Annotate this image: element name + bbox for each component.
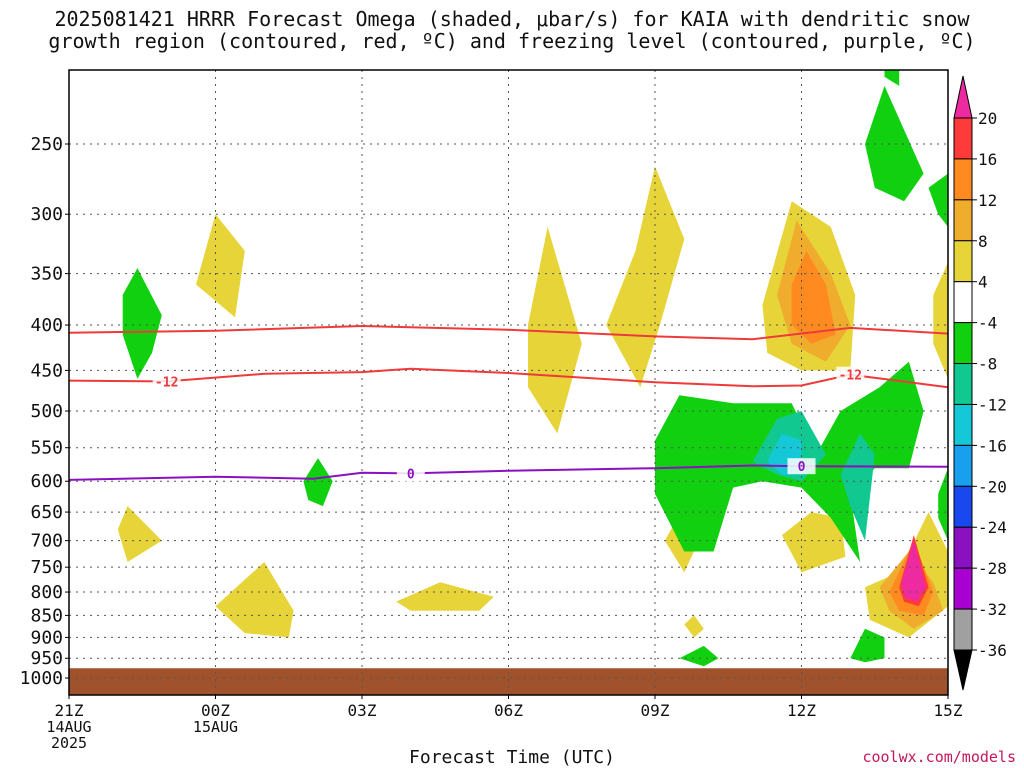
x-tick-label: 15AUG	[193, 718, 238, 736]
x-tick-label: 2025	[51, 734, 87, 752]
y-tick-label: 1000	[20, 668, 63, 689]
omega-region-7	[684, 615, 704, 638]
colorbar-box	[953, 485, 973, 528]
omega-region-18	[122, 268, 162, 379]
omega-region-2	[215, 562, 294, 638]
omega-region-1	[117, 506, 162, 562]
x-tick-label: 09Z	[641, 701, 670, 720]
x-tick-label: 21Z	[55, 701, 84, 720]
y-tick-label: 750	[30, 557, 63, 578]
x-tick-label: 15Z	[934, 701, 963, 720]
omega-region-24	[679, 645, 719, 667]
contour-label-bg	[152, 373, 181, 390]
omega-region-23	[850, 628, 885, 663]
x-tick-label: 14AUG	[46, 718, 91, 736]
omega-region-5	[606, 166, 685, 388]
omega-region-0	[196, 214, 245, 318]
colorbar-tick-label: -32	[978, 600, 1007, 619]
x-tick-label: 00Z	[201, 701, 230, 720]
y-tick-label: 550	[30, 438, 63, 459]
contour-label: 0	[798, 460, 806, 475]
contour-label: 0	[407, 467, 415, 482]
omega-region-28	[840, 433, 875, 541]
contour-label-bg	[396, 465, 425, 482]
x-tick-label: 03Z	[348, 701, 377, 720]
y-tick-label: 350	[30, 264, 63, 285]
y-tick-label: 250	[30, 134, 63, 155]
omega-region-11	[933, 262, 948, 379]
y-tick-label: 600	[30, 471, 63, 492]
colorbar-box	[953, 240, 973, 283]
colorbar-tick-label: -8	[978, 355, 997, 374]
y-tick-label: 500	[30, 401, 63, 422]
y-tick-label: 900	[30, 627, 63, 648]
colorbar-box	[953, 158, 973, 201]
y-tick-label: 850	[30, 605, 63, 626]
colorbar-top-arrow	[953, 75, 973, 119]
contour-line-0	[69, 324, 948, 341]
colorbar-box	[953, 281, 973, 324]
colorbar-tick-label: 16	[978, 150, 997, 169]
y-tick-label: 400	[30, 315, 63, 336]
contour-label-bg	[787, 458, 816, 475]
x-tick-label: 06Z	[494, 701, 523, 720]
plot-area: -12 -12 0 0	[69, 70, 948, 695]
colorbar-box	[953, 608, 973, 651]
omega-region-13	[791, 250, 836, 344]
colorbar-tick-label: -24	[978, 518, 1007, 537]
colorbar-box	[953, 117, 973, 160]
x-tick-label: 12Z	[787, 701, 816, 720]
colorbar-box	[953, 526, 973, 569]
y-tick-label: 950	[30, 648, 63, 669]
title-line: growth region (contoured, red, ºC) and f…	[48, 29, 976, 53]
y-tick-label: 700	[30, 531, 63, 552]
omega-region-3	[396, 582, 494, 611]
colorbar-box	[953, 322, 973, 365]
omega-region-17	[901, 540, 926, 602]
y-tick-label: 450	[30, 360, 63, 381]
omega-region-4	[528, 226, 582, 434]
colorbar-tick-label: 8	[978, 232, 988, 251]
contour-label-bg	[836, 366, 865, 383]
colorbar-tick-label: -20	[978, 477, 1007, 496]
colorbar-tick-label: 4	[978, 273, 988, 292]
y-tick-label: 300	[30, 204, 63, 225]
colorbar-box	[953, 444, 973, 487]
colorbar-tick-label: -12	[978, 395, 1007, 414]
colorbar-tick-label: 12	[978, 191, 997, 210]
omega-region-21	[865, 85, 924, 202]
chart-title: 2025081421 HRRR Forecast Omega (shaded, …	[0, 8, 1024, 52]
colorbar-box	[953, 567, 973, 610]
y-tick-label: 650	[30, 502, 63, 523]
y-tick-label: 800	[30, 582, 63, 603]
omega-region-26	[938, 468, 948, 541]
colorbar-tick-label: -36	[978, 641, 1007, 660]
contour-label: -12	[155, 375, 178, 390]
omega-region-22	[884, 70, 900, 86]
contour-label: -12	[839, 369, 862, 384]
colorbar-bottom-arrow	[953, 649, 973, 691]
omega-region-25	[928, 173, 948, 227]
title-line: 2025081421 HRRR Forecast Omega (shaded, …	[54, 7, 970, 31]
colorbar-tick-label: -28	[978, 559, 1007, 578]
colorbar-tick-label: 20	[978, 109, 997, 128]
contour-line-1	[69, 367, 948, 389]
omega-region-19	[303, 458, 333, 507]
credit-link[interactable]: coolwx.com/models	[862, 748, 1016, 766]
colorbar-box	[953, 363, 973, 405]
colorbar-tick-label: -4	[978, 314, 997, 333]
colorbar-box	[953, 199, 973, 242]
x-axis-label: Forecast Time (UTC)	[409, 747, 615, 768]
colorbar-tick-label: -16	[978, 436, 1007, 455]
omega-region-9	[782, 512, 846, 573]
colorbar-box	[953, 403, 973, 446]
contour-line-2	[69, 464, 948, 481]
